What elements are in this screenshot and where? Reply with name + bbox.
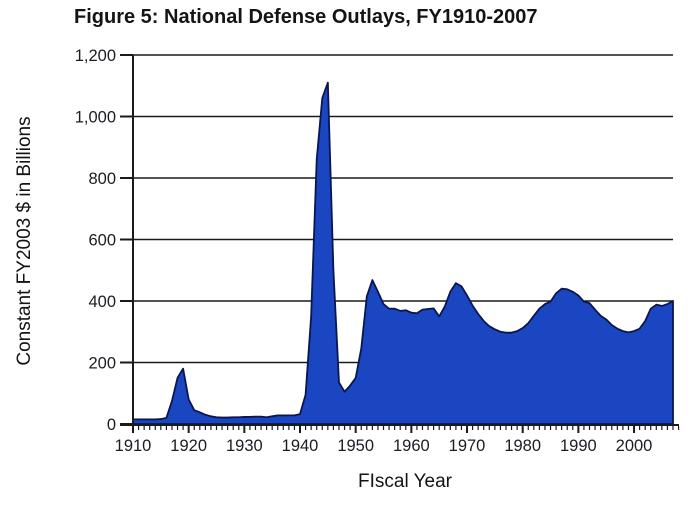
y-tick-label: 600 (88, 232, 116, 250)
x-tick-label: 1970 (449, 437, 486, 455)
x-axis-ticks (132, 426, 680, 433)
x-axis-title: FIscal Year (358, 471, 452, 492)
x-tick-label: 1980 (504, 437, 541, 455)
y-tick-label: 1,000 (75, 109, 116, 127)
y-tick-label: 200 (88, 355, 116, 373)
area-series (132, 81, 674, 425)
x-axis-tick-labels: 1910 1920 1930 1940 1950 1960 1970 1980 1990 2000 (115, 437, 653, 455)
x-tick-label: 1940 (282, 437, 319, 455)
chart-title: Figure 5: National Defense Outlays, FY19… (74, 6, 538, 28)
x-tick-label: 1950 (337, 437, 374, 455)
x-tick-label: 1920 (170, 437, 207, 455)
x-tick-label: 2000 (616, 437, 653, 455)
y-axis-ticks (120, 54, 133, 425)
y-tick-label: 0 (107, 416, 116, 434)
x-tick-label: 1960 (393, 437, 430, 455)
x-tick-label: 1930 (226, 437, 263, 455)
x-tick-label: 1910 (115, 437, 152, 455)
y-axis-tick-labels: 0 200 400 600 800 1,000 1,200 (75, 47, 116, 434)
area-fill-path (132, 81, 674, 425)
y-tick-label: 800 (88, 170, 116, 188)
x-tick-label: 1990 (560, 437, 597, 455)
y-tick-label: 400 (88, 293, 116, 311)
y-tick-label: 1,200 (75, 47, 116, 65)
